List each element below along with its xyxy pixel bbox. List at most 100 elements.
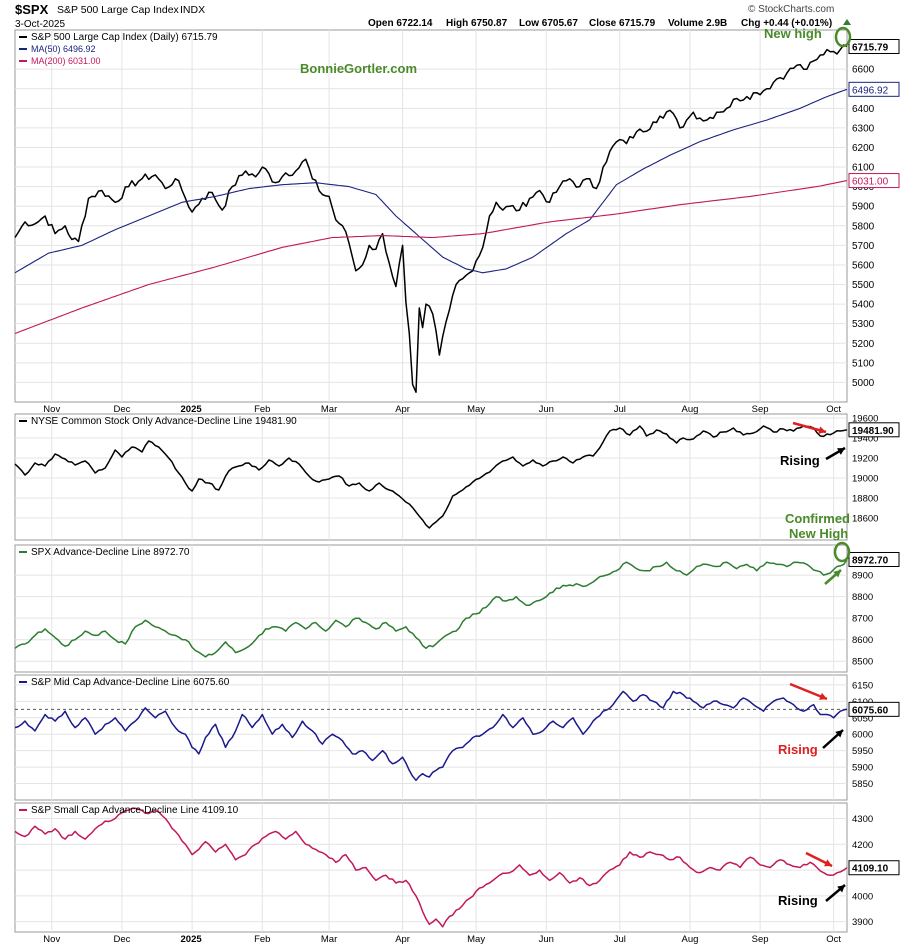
x-tick-label: Oct	[826, 934, 841, 945]
y-tick-label: 5200	[852, 339, 875, 350]
brand-text: © StockCharts.com	[748, 4, 834, 15]
svg-text:6715.79: 6715.79	[852, 42, 889, 53]
x-tick-label: Feb	[254, 404, 270, 415]
y-tick-label: 5950	[852, 746, 873, 757]
y-tick-label: 5100	[852, 358, 875, 369]
panel-spx: 5000 5100 5200 5300 5400 5500 5600 5700 5800 5900…	[14, 29, 900, 403]
legend-entry: NYSE Common Stock Only Advance-Decline L…	[31, 416, 297, 427]
x-tick-label: Mar	[321, 404, 337, 415]
svg-text:6075.60: 6075.60	[852, 705, 889, 716]
y-tick-label: 5600	[852, 260, 875, 271]
y-tick-label: 5500	[852, 280, 875, 291]
x-tick-label: Dec	[113, 934, 130, 945]
y-tick-label: 18800	[852, 494, 878, 505]
svg-text:4109.10: 4109.10	[852, 864, 889, 875]
x-tick-label: Feb	[254, 934, 270, 945]
svg-text:19481.90: 19481.90	[852, 426, 894, 437]
y-tick-label: 6400	[852, 104, 875, 115]
green-arrow-ad	[824, 569, 842, 585]
legend-entry: SPX Advance-Decline Line 8972.70	[31, 547, 190, 558]
last-value-tag: 6031.00	[848, 173, 900, 189]
header-name: S&P 500 Large Cap Index	[57, 4, 180, 16]
y-tick-label: 4300	[852, 814, 873, 825]
x-tick-label: Nov	[43, 934, 60, 945]
x-tick-label: Oct	[826, 404, 841, 415]
y-tick-label: 19600	[852, 414, 878, 425]
annotation-rising-nyse: Rising	[780, 453, 820, 468]
y-tick-label: 6150	[852, 680, 873, 691]
header-low: Low 6705.67	[519, 18, 578, 29]
panel-small: 39004000410042004300S&P Small Cap Advanc…	[14, 802, 900, 933]
last-value-tag: 19481.90	[848, 422, 900, 438]
header-date: 3-Oct-2025	[15, 19, 65, 30]
x-tick-label: May	[467, 934, 485, 945]
y-tick-label: 6000	[852, 730, 873, 741]
x-tick-label: Jul	[614, 404, 626, 415]
annotation-new-high: New high	[764, 26, 822, 41]
y-tick-label: 5900	[852, 763, 873, 774]
annotation-confirmed: Confirmed	[785, 511, 850, 526]
y-tick-label: 4000	[852, 891, 873, 902]
y-tick-label: 8500	[852, 657, 873, 668]
panel-mid: 5850590059506000605061006150S&P Mid Cap …	[14, 674, 900, 801]
y-tick-label: 8600	[852, 635, 873, 646]
panel-frame	[14, 544, 848, 673]
last-value-tag: 6496.92	[848, 81, 900, 97]
y-tick-label: 5000	[852, 378, 875, 389]
panel-frame	[14, 413, 848, 541]
x-tick-label: Apr	[395, 404, 410, 415]
y-tick-label: 6200	[852, 143, 875, 154]
header-symbol: $SPX	[15, 2, 49, 17]
y-tick-label: 8900	[852, 571, 873, 582]
x-tick-label: Jun	[539, 404, 554, 415]
highlight-circle	[834, 26, 852, 48]
y-tick-label: 5800	[852, 221, 875, 232]
series-line-spxad-0	[14, 559, 848, 658]
svg-text:8972.70: 8972.70	[852, 555, 889, 566]
last-value-tag: 8972.70	[848, 551, 900, 567]
last-value-tag: 6075.60	[848, 701, 900, 717]
x-tick-label: Jun	[539, 934, 554, 945]
svg-text:6496.92: 6496.92	[852, 85, 889, 96]
y-tick-label: 8800	[852, 592, 873, 603]
red-arrow-small	[805, 851, 833, 868]
header-volume: Volume 2.9B	[668, 18, 727, 29]
x-tick-label: 2025	[181, 934, 203, 945]
up-arrow-icon	[843, 19, 851, 25]
legend-entry: S&P 500 Large Cap Index (Daily) 6715.79	[31, 32, 218, 43]
red-arrow-mid	[789, 682, 828, 701]
y-tick-label: 4200	[852, 840, 873, 851]
legend-entry: S&P Mid Cap Advance-Decline Line 6075.60	[31, 677, 230, 688]
series-line-spx-0	[14, 44, 848, 393]
annotation-rising-mid: Rising	[778, 742, 818, 757]
series-line-mid-0	[14, 690, 848, 782]
series-line-small-0	[14, 807, 848, 928]
x-tick-label: Dec	[113, 404, 130, 415]
header-exchange: INDX	[180, 4, 205, 16]
y-tick-label: 5700	[852, 241, 875, 252]
watermark-text: BonnieGortler.com	[300, 61, 417, 76]
y-tick-label: 6600	[852, 65, 875, 76]
x-tick-label: Sep	[752, 404, 769, 415]
x-tick-label: Aug	[682, 934, 699, 945]
red-arrow-nyse	[792, 421, 827, 434]
y-tick-label: 6100	[852, 163, 875, 174]
x-tick-label: Mar	[321, 934, 337, 945]
black-arrow-nyse	[825, 446, 846, 461]
x-tick-label: Sep	[752, 934, 769, 945]
black-arrow-small	[825, 884, 846, 902]
y-tick-label: 19200	[852, 454, 878, 465]
x-tick-label: Jul	[614, 934, 626, 945]
y-tick-label: 8700	[852, 614, 873, 625]
series-line-nyse-0	[14, 425, 848, 529]
y-tick-label: 3900	[852, 917, 873, 928]
annotation-new-high-ad: New High	[789, 526, 848, 541]
legend-entry: MA(50) 6496.92	[31, 44, 96, 54]
x-tick-label: Nov	[43, 404, 60, 415]
y-tick-label: 18600	[852, 514, 878, 525]
y-tick-label: 19000	[852, 474, 878, 485]
panel-frame	[14, 29, 848, 403]
y-tick-label: 5900	[852, 202, 875, 213]
header-open: Open 6722.14	[368, 18, 433, 29]
